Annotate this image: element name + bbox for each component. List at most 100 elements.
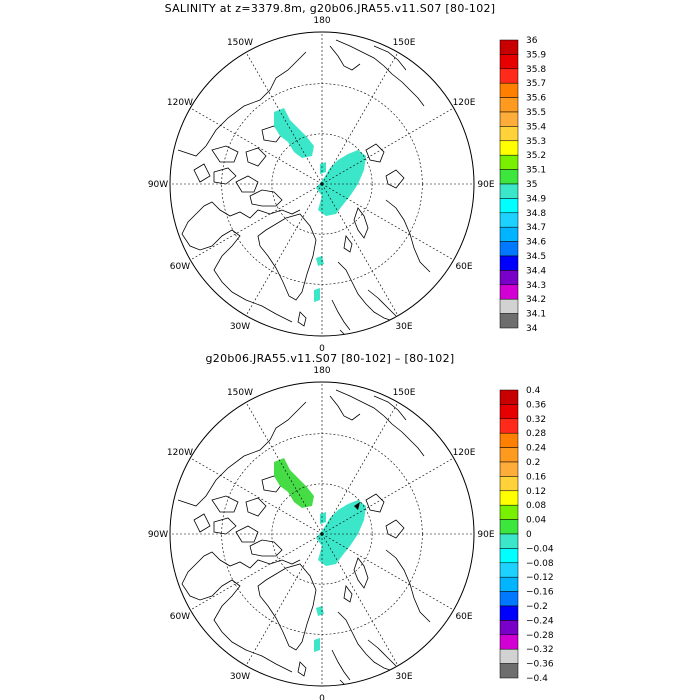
colorbar-label: 0 bbox=[526, 530, 532, 540]
difference-panel: g20b06.JRA55.v11.S07 [80-102] – [80-102]… bbox=[0, 350, 700, 700]
colorbar-swatch bbox=[499, 620, 519, 636]
latitude-circle bbox=[221, 433, 423, 635]
coastline bbox=[353, 207, 369, 239]
colorbar-swatch bbox=[499, 504, 519, 520]
coastline bbox=[193, 163, 211, 183]
colorbar-label: 34.8 bbox=[526, 209, 546, 219]
colorbar-swatch bbox=[499, 111, 519, 127]
colorbar-label: 34.9 bbox=[526, 194, 546, 204]
colorbar-swatch bbox=[499, 576, 519, 592]
map-boundary bbox=[169, 381, 475, 687]
longitude-label: 150W bbox=[227, 38, 253, 48]
coastline bbox=[193, 513, 211, 533]
colorbar-label: −0.28 bbox=[526, 631, 554, 641]
colorbar-label: 34.5 bbox=[526, 252, 546, 262]
longitude-label: 90E bbox=[477, 180, 494, 190]
longitude-label: 120W bbox=[167, 448, 193, 458]
coastline bbox=[181, 551, 301, 673]
longitude-label: 180 bbox=[313, 366, 330, 376]
longitude-label: 120W bbox=[167, 98, 193, 108]
coastline bbox=[337, 611, 397, 673]
meridian-line bbox=[190, 183, 323, 261]
colorbar-swatch bbox=[499, 476, 519, 492]
meridian-line bbox=[321, 52, 399, 185]
coastline bbox=[245, 497, 267, 517]
colorbar-label: 34.6 bbox=[526, 238, 546, 248]
colorbar-swatch bbox=[499, 648, 519, 664]
colorbar-label: 34.7 bbox=[526, 223, 546, 233]
longitude-label: 120E bbox=[453, 448, 476, 458]
colorbar-label: 0.16 bbox=[526, 472, 546, 482]
colorbar-label: −0.08 bbox=[526, 559, 554, 569]
coastline bbox=[385, 169, 405, 189]
colorbar-swatch bbox=[499, 634, 519, 650]
eurasian-basin-field bbox=[316, 500, 366, 566]
coastline bbox=[385, 549, 431, 623]
meridian-line bbox=[190, 457, 323, 535]
meridian-line bbox=[321, 402, 399, 535]
colorbar-label: −0.24 bbox=[526, 616, 554, 626]
coastline bbox=[367, 639, 397, 667]
colorbar-label: 35.7 bbox=[526, 79, 546, 89]
colorbar: 0.4 0.36 0.32 0.28 0.24 0.2 0.16 0.12 0.08 0.04 0 −… bbox=[499, 386, 554, 684]
longitude-label: 30E bbox=[395, 322, 412, 332]
meridian-line bbox=[321, 107, 454, 185]
latitude-circle bbox=[221, 83, 423, 285]
colorbar-swatch bbox=[499, 255, 519, 271]
colorbar-label: −0.4 bbox=[526, 674, 548, 684]
colorbar-label: 0.12 bbox=[526, 487, 546, 497]
coastline bbox=[213, 517, 237, 535]
colorbar-label: 0.36 bbox=[526, 400, 546, 410]
longitude-label: 30W bbox=[230, 322, 250, 332]
longitude-label: 90W bbox=[148, 180, 168, 190]
colorbar-label: 36 bbox=[526, 36, 538, 46]
colorbar-swatch bbox=[499, 562, 519, 578]
panel-title: g20b06.JRA55.v11.S07 [80-102] – [80-102] bbox=[205, 352, 455, 365]
colorbar-label: 34.4 bbox=[526, 266, 546, 276]
colorbar-label: 0.24 bbox=[526, 444, 546, 454]
colorbar-label: 0.04 bbox=[526, 516, 546, 526]
contour-line bbox=[354, 502, 360, 510]
colorbar: 36 35.9 35.8 35.7 35.6 35.5 35.4 35.3 35.2 35.1 35… bbox=[499, 36, 546, 334]
colorbar-swatch bbox=[499, 183, 519, 199]
salinity-panel: SALINITY at z=3379.8m, g20b06.JRA55.v11.… bbox=[148, 2, 546, 354]
coastline bbox=[335, 39, 425, 107]
colorbar-label: 35.6 bbox=[526, 94, 546, 104]
colorbar-label: 0.28 bbox=[526, 429, 546, 439]
coastline bbox=[329, 395, 361, 421]
coastline bbox=[343, 585, 353, 603]
colorbar-label: −0.04 bbox=[526, 544, 554, 554]
coastline bbox=[343, 235, 353, 253]
coastline bbox=[181, 201, 301, 323]
colorbar-label: 35.9 bbox=[526, 50, 546, 60]
meridian-line bbox=[321, 183, 454, 261]
meridian-line bbox=[245, 52, 323, 185]
meridian-line bbox=[321, 533, 454, 611]
meridian-line bbox=[321, 183, 399, 316]
norwegian-sea-field bbox=[314, 288, 320, 302]
colorbar-label: 35.3 bbox=[526, 137, 546, 147]
meridian-line bbox=[245, 533, 323, 666]
colorbar-label: 34.3 bbox=[526, 281, 546, 291]
coastline bbox=[261, 475, 283, 493]
coastline bbox=[257, 563, 317, 651]
colorbar-swatch bbox=[499, 548, 519, 564]
longitude-label: 60E bbox=[455, 262, 472, 272]
colorbar-swatch bbox=[499, 404, 519, 420]
colorbar-swatch bbox=[499, 284, 519, 300]
colorbar-label: 35.2 bbox=[526, 151, 546, 161]
coastline bbox=[261, 125, 283, 143]
colorbar-swatch bbox=[499, 313, 519, 329]
colorbar-label: 0.08 bbox=[526, 501, 546, 511]
eurasian-basin-field bbox=[330, 200, 338, 212]
colorbar-swatch bbox=[499, 418, 519, 434]
coastline bbox=[249, 189, 283, 207]
coastline bbox=[385, 519, 405, 539]
colorbar-label: −0.16 bbox=[526, 588, 554, 598]
meridian-line bbox=[190, 107, 323, 185]
colorbar-swatch bbox=[499, 298, 519, 314]
eurasian-basin-field bbox=[330, 550, 338, 562]
eurasian-basin-field bbox=[320, 512, 326, 524]
longitude-label: 150E bbox=[393, 38, 416, 48]
colorbar-swatch bbox=[499, 461, 519, 477]
